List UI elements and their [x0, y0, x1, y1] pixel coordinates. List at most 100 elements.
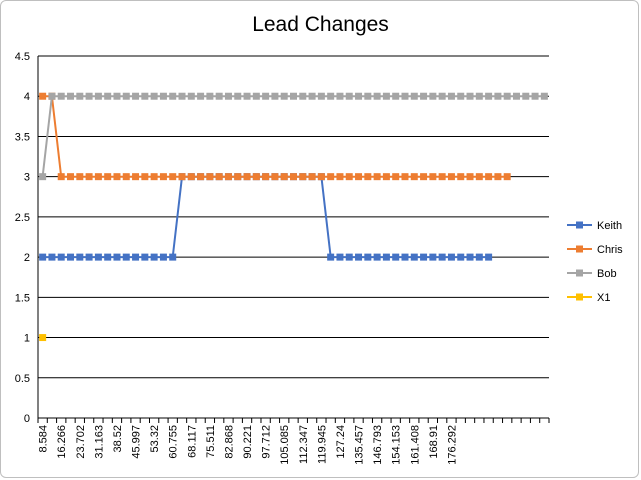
x-tick-label: 45.997 — [131, 425, 143, 459]
data-point-chris — [262, 173, 270, 181]
data-point-chris — [215, 173, 223, 181]
data-point-bob — [57, 92, 65, 100]
data-point-chris — [410, 173, 418, 181]
data-point-keith — [466, 253, 474, 261]
x-tick-label: 168.91 — [428, 425, 440, 459]
y-tick-label: 1.5 — [15, 292, 30, 304]
data-point-bob — [512, 92, 520, 100]
y-tick-label: 2 — [24, 252, 30, 264]
data-point-bob — [457, 92, 465, 100]
data-point-keith — [336, 253, 344, 261]
data-point-keith — [113, 253, 121, 261]
data-point-bob — [290, 92, 297, 100]
data-point-bob — [67, 92, 75, 100]
data-point-bob — [327, 92, 335, 100]
data-point-keith — [438, 253, 446, 261]
x-tick-label: 16.266 — [56, 425, 68, 459]
x-tick-label: 60.755 — [168, 425, 180, 459]
data-point-bob — [187, 92, 195, 100]
x-tick-label: 53.32 — [149, 425, 161, 453]
data-point-chris — [197, 173, 205, 181]
data-point-bob — [262, 92, 270, 100]
data-point-keith — [39, 253, 47, 261]
data-point-chris — [317, 173, 325, 181]
data-point-bob — [113, 92, 121, 100]
y-tick-label: 3 — [24, 172, 30, 184]
x-tick-label: 127.24 — [335, 425, 347, 459]
data-point-keith — [355, 253, 363, 261]
data-point-chris — [382, 173, 390, 181]
data-point-keith — [345, 253, 353, 261]
x-tick-label: 97.712 — [261, 425, 273, 459]
data-point-chris — [224, 173, 232, 181]
data-point-chris — [420, 173, 428, 181]
data-point-keith — [150, 253, 158, 261]
data-point-bob — [299, 92, 307, 100]
data-point-chris — [401, 173, 409, 181]
data-point-keith — [429, 253, 437, 261]
data-point-chris — [67, 173, 75, 181]
data-point-bob — [39, 173, 47, 181]
data-point-chris — [392, 173, 400, 181]
data-point-keith — [132, 253, 140, 261]
data-point-chris — [57, 173, 65, 181]
data-point-bob — [373, 92, 381, 100]
data-point-bob — [410, 92, 418, 100]
x-tick-label: 82.868 — [223, 425, 235, 459]
data-point-bob — [169, 92, 177, 100]
data-point-chris — [206, 173, 214, 181]
data-point-chris — [299, 173, 307, 181]
data-point-chris — [150, 173, 158, 181]
data-point-chris — [336, 173, 344, 181]
x-tick-label: 176.292 — [446, 425, 458, 465]
x-tick-label: 68.117 — [186, 425, 198, 458]
data-point-bob — [76, 92, 84, 100]
data-point-keith — [104, 253, 112, 261]
y-tick-label: 1 — [24, 333, 30, 345]
x-tick-label: 135.457 — [354, 425, 366, 465]
data-point-keith — [392, 253, 400, 261]
data-point-bob — [475, 92, 483, 100]
data-point-bob — [243, 92, 251, 100]
data-point-chris — [252, 173, 260, 181]
data-point-keith — [485, 253, 493, 261]
data-point-bob — [48, 92, 56, 100]
data-point-bob — [345, 92, 353, 100]
data-point-bob — [159, 92, 167, 100]
data-point-keith — [67, 253, 75, 261]
legend-marker-keith — [576, 221, 583, 229]
data-point-keith — [48, 253, 56, 261]
data-point-chris — [122, 173, 130, 181]
data-point-bob — [150, 92, 158, 100]
chart-title: Lead Changes — [252, 13, 389, 36]
data-point-keith — [447, 253, 455, 261]
data-point-keith — [457, 253, 465, 261]
x-tick-label: 154.153 — [391, 425, 403, 465]
data-point-bob — [466, 92, 474, 100]
data-point-bob — [280, 92, 288, 100]
legend-marker-x1 — [576, 293, 583, 301]
data-point-bob — [336, 92, 344, 100]
data-point-chris — [355, 173, 363, 181]
data-point-bob — [429, 92, 437, 100]
data-point-bob — [104, 92, 112, 100]
data-point-bob — [132, 92, 140, 100]
data-point-bob — [382, 92, 390, 100]
data-point-bob — [522, 92, 530, 100]
data-point-chris — [243, 173, 251, 181]
data-point-bob — [94, 92, 102, 100]
data-point-chris — [503, 173, 511, 181]
legend-label-chris: Chris — [597, 244, 623, 256]
data-point-chris — [290, 173, 297, 181]
data-point-bob — [141, 92, 149, 100]
data-point-bob — [206, 92, 214, 100]
data-point-bob — [215, 92, 223, 100]
data-point-chris — [485, 173, 493, 181]
legend-marker-chris — [576, 245, 583, 253]
data-point-bob — [485, 92, 493, 100]
data-point-chris — [280, 173, 288, 181]
data-point-chris — [327, 173, 335, 181]
x-tick-label: 90.221 — [242, 425, 254, 459]
